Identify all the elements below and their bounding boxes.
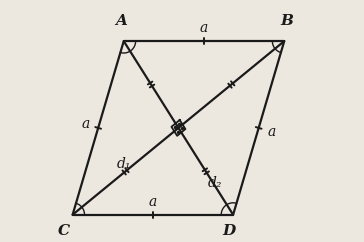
Text: A: A bbox=[115, 14, 127, 28]
Text: D: D bbox=[222, 224, 236, 238]
Text: C: C bbox=[58, 224, 70, 238]
Text: a: a bbox=[267, 125, 275, 139]
Text: a: a bbox=[149, 195, 157, 209]
Text: d₂: d₂ bbox=[208, 176, 222, 190]
Text: d₁: d₁ bbox=[117, 157, 131, 171]
Text: a: a bbox=[82, 117, 90, 131]
Text: B: B bbox=[280, 14, 293, 28]
Text: a: a bbox=[200, 21, 208, 35]
